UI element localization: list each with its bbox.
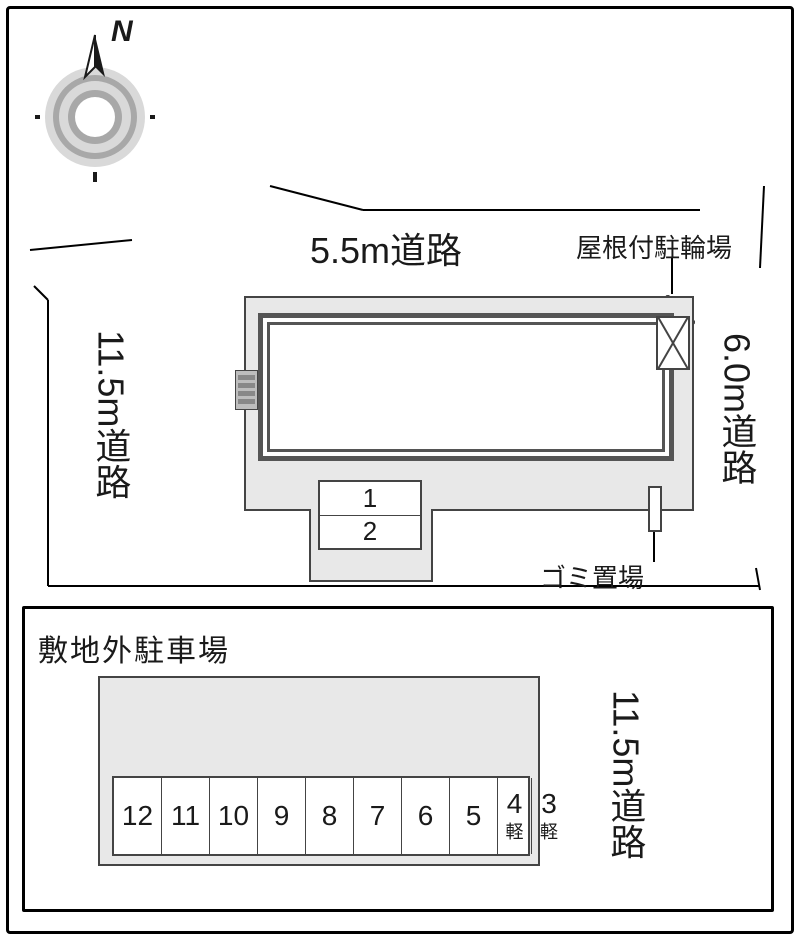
parking-space: 5 [450, 778, 498, 854]
onsite-slot: 1 [320, 482, 420, 515]
onsite-slot: 2 [320, 515, 420, 549]
parking-space: 4軽 [498, 778, 532, 854]
parking-space: 7 [354, 778, 402, 854]
parking-space-number: 12 [122, 800, 153, 832]
parking-space-number: 5 [466, 800, 482, 832]
gomi-label: ゴミ置場 [540, 558, 644, 595]
parking-space-number: 6 [418, 800, 434, 832]
parking-space-number: 4 [507, 788, 523, 820]
parking-space-number: 3 [541, 788, 557, 820]
parking-space-number: 7 [370, 800, 386, 832]
parking-space-sub: 軽 [506, 818, 524, 844]
parking-space: 11 [162, 778, 210, 854]
bike-parking-roof [656, 316, 690, 370]
offsite-parking-row: 121110987654軽3軽 [112, 776, 530, 856]
offsite-road-east-label: 11.5m道路 [605, 690, 646, 859]
parking-space-number: 9 [274, 800, 290, 832]
road-north-label: 5.5m道路 [310, 230, 462, 271]
road-west-label: 11.5m道路 [90, 330, 131, 499]
road-east-label: 6.0m道路 [716, 333, 757, 485]
gomi-box [648, 486, 662, 532]
parking-space: 12 [114, 778, 162, 854]
compass-n-label: N [111, 17, 134, 48]
parking-space: 10 [210, 778, 258, 854]
parking-space: 6 [402, 778, 450, 854]
parking-space-number: 10 [218, 800, 249, 832]
compass: N [35, 17, 155, 187]
parking-space: 9 [258, 778, 306, 854]
parking-space: 3軽 [532, 778, 566, 854]
onsite-parking: 12 [318, 480, 422, 550]
bike-roof-label: 屋根付駐輪場 [576, 228, 732, 265]
parking-space-sub: 軽 [540, 818, 558, 844]
stair [235, 370, 258, 410]
offsite-title: 敷地外駐車場 [38, 626, 230, 670]
parking-space-number: 8 [322, 800, 338, 832]
parking-space: 8 [306, 778, 354, 854]
building [258, 313, 674, 461]
parking-space-number: 11 [171, 800, 200, 832]
building-inner [267, 322, 665, 452]
